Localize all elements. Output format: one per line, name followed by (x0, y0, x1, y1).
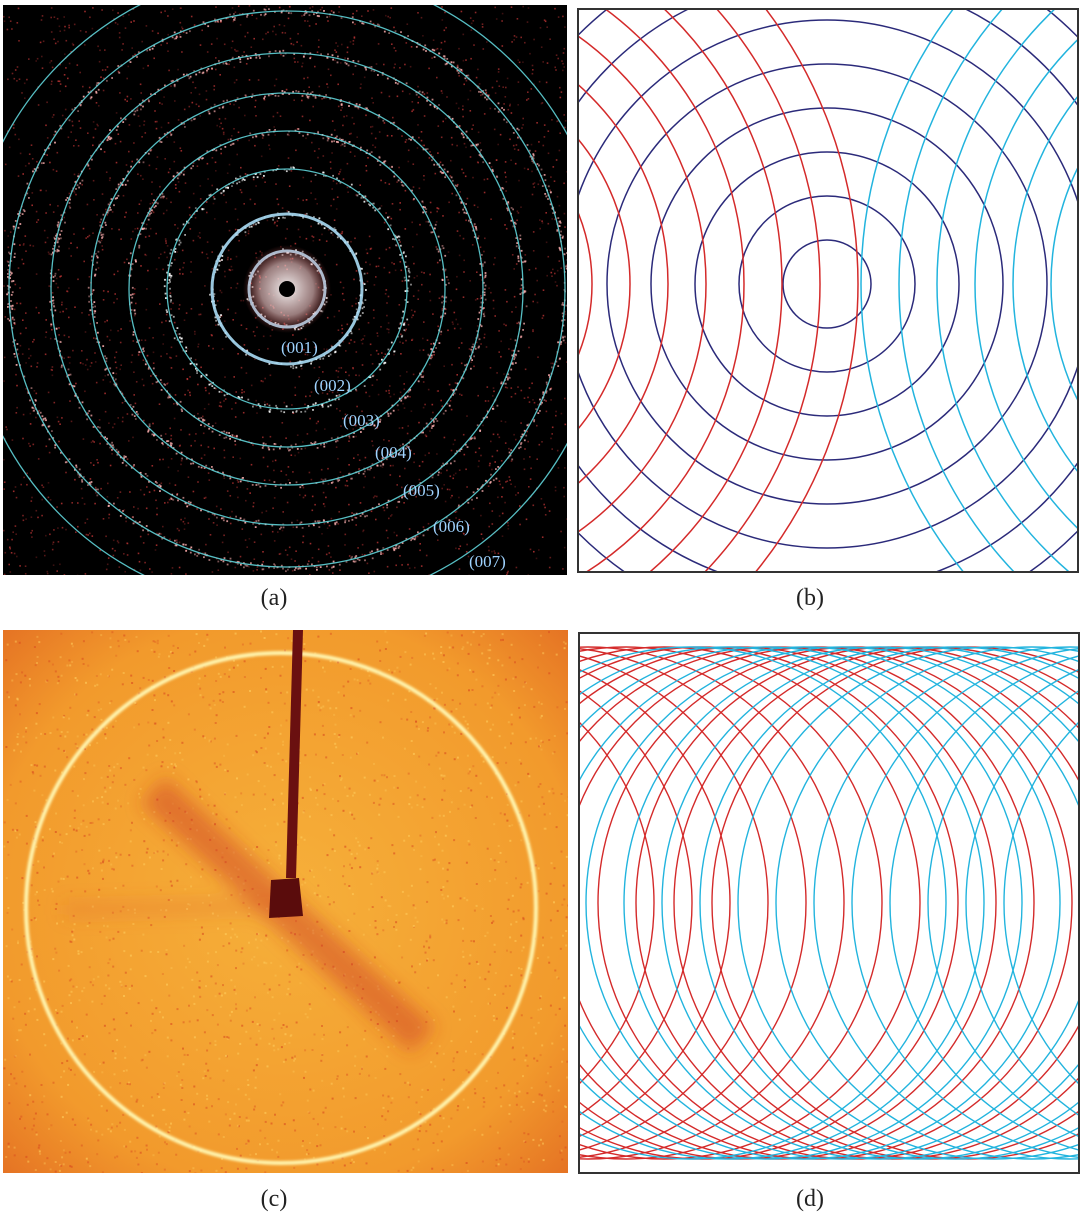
diffraction-image: (001) (002) (003) (004) (005) (006) (007) (3, 5, 567, 575)
background (577, 8, 1079, 573)
caption-c: (c) (234, 1186, 314, 1213)
ring-label: (002) (314, 376, 351, 395)
circle-diagram-b (577, 8, 1079, 573)
caption-d: (d) (770, 1186, 850, 1213)
panel-c-detector-image (3, 630, 568, 1173)
panel-b-circle-families (577, 8, 1079, 573)
beam-center (279, 281, 295, 297)
caption-a: (a) (234, 585, 314, 612)
ring-label: (004) (375, 443, 412, 462)
ring-label: (001) (281, 338, 318, 357)
background (578, 632, 1080, 1174)
caption-b: (b) (770, 585, 850, 612)
panel-d-arc-families (578, 632, 1080, 1174)
ring-label: (006) (433, 517, 470, 536)
arc-diagram-d (578, 632, 1080, 1174)
panel-a-diffraction-rings: (001) (002) (003) (004) (005) (006) (007) (3, 5, 567, 575)
ring-label: (003) (343, 411, 380, 430)
detector-image (3, 630, 568, 1173)
beam-stop (269, 878, 303, 918)
ring-label: (007) (469, 552, 506, 571)
ring-label: (005) (403, 481, 440, 500)
